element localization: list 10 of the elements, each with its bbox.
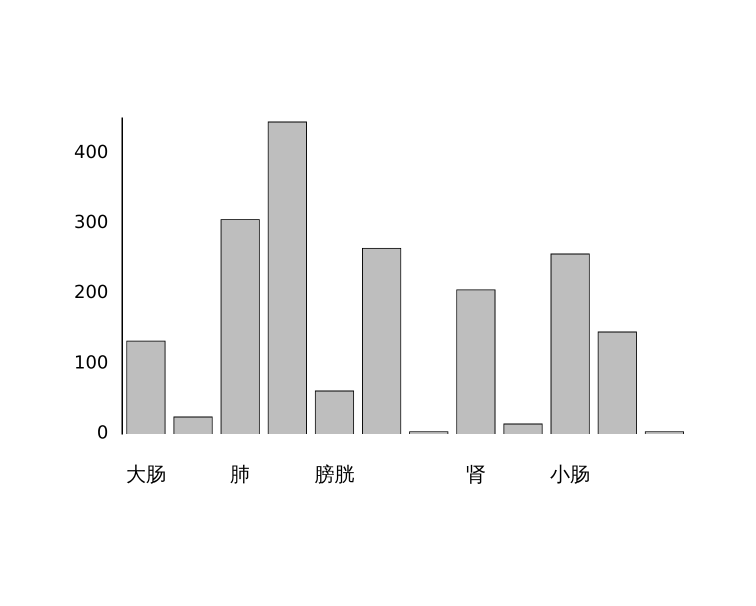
y-tick-label: 400	[74, 142, 108, 163]
y-tick-label: 0	[96, 422, 108, 444]
x-tick-label: 肺	[230, 462, 250, 486]
x-tick-label: 小肠	[550, 462, 590, 486]
x-tick-label: 肾	[466, 462, 486, 486]
y-tick-label: 300	[74, 212, 108, 234]
x-tick-label: 大肠	[126, 462, 166, 486]
y-tick-label: 100	[74, 352, 108, 374]
x-tick-label: 膀胱	[314, 462, 354, 486]
y-tick-label: 200	[74, 282, 108, 304]
